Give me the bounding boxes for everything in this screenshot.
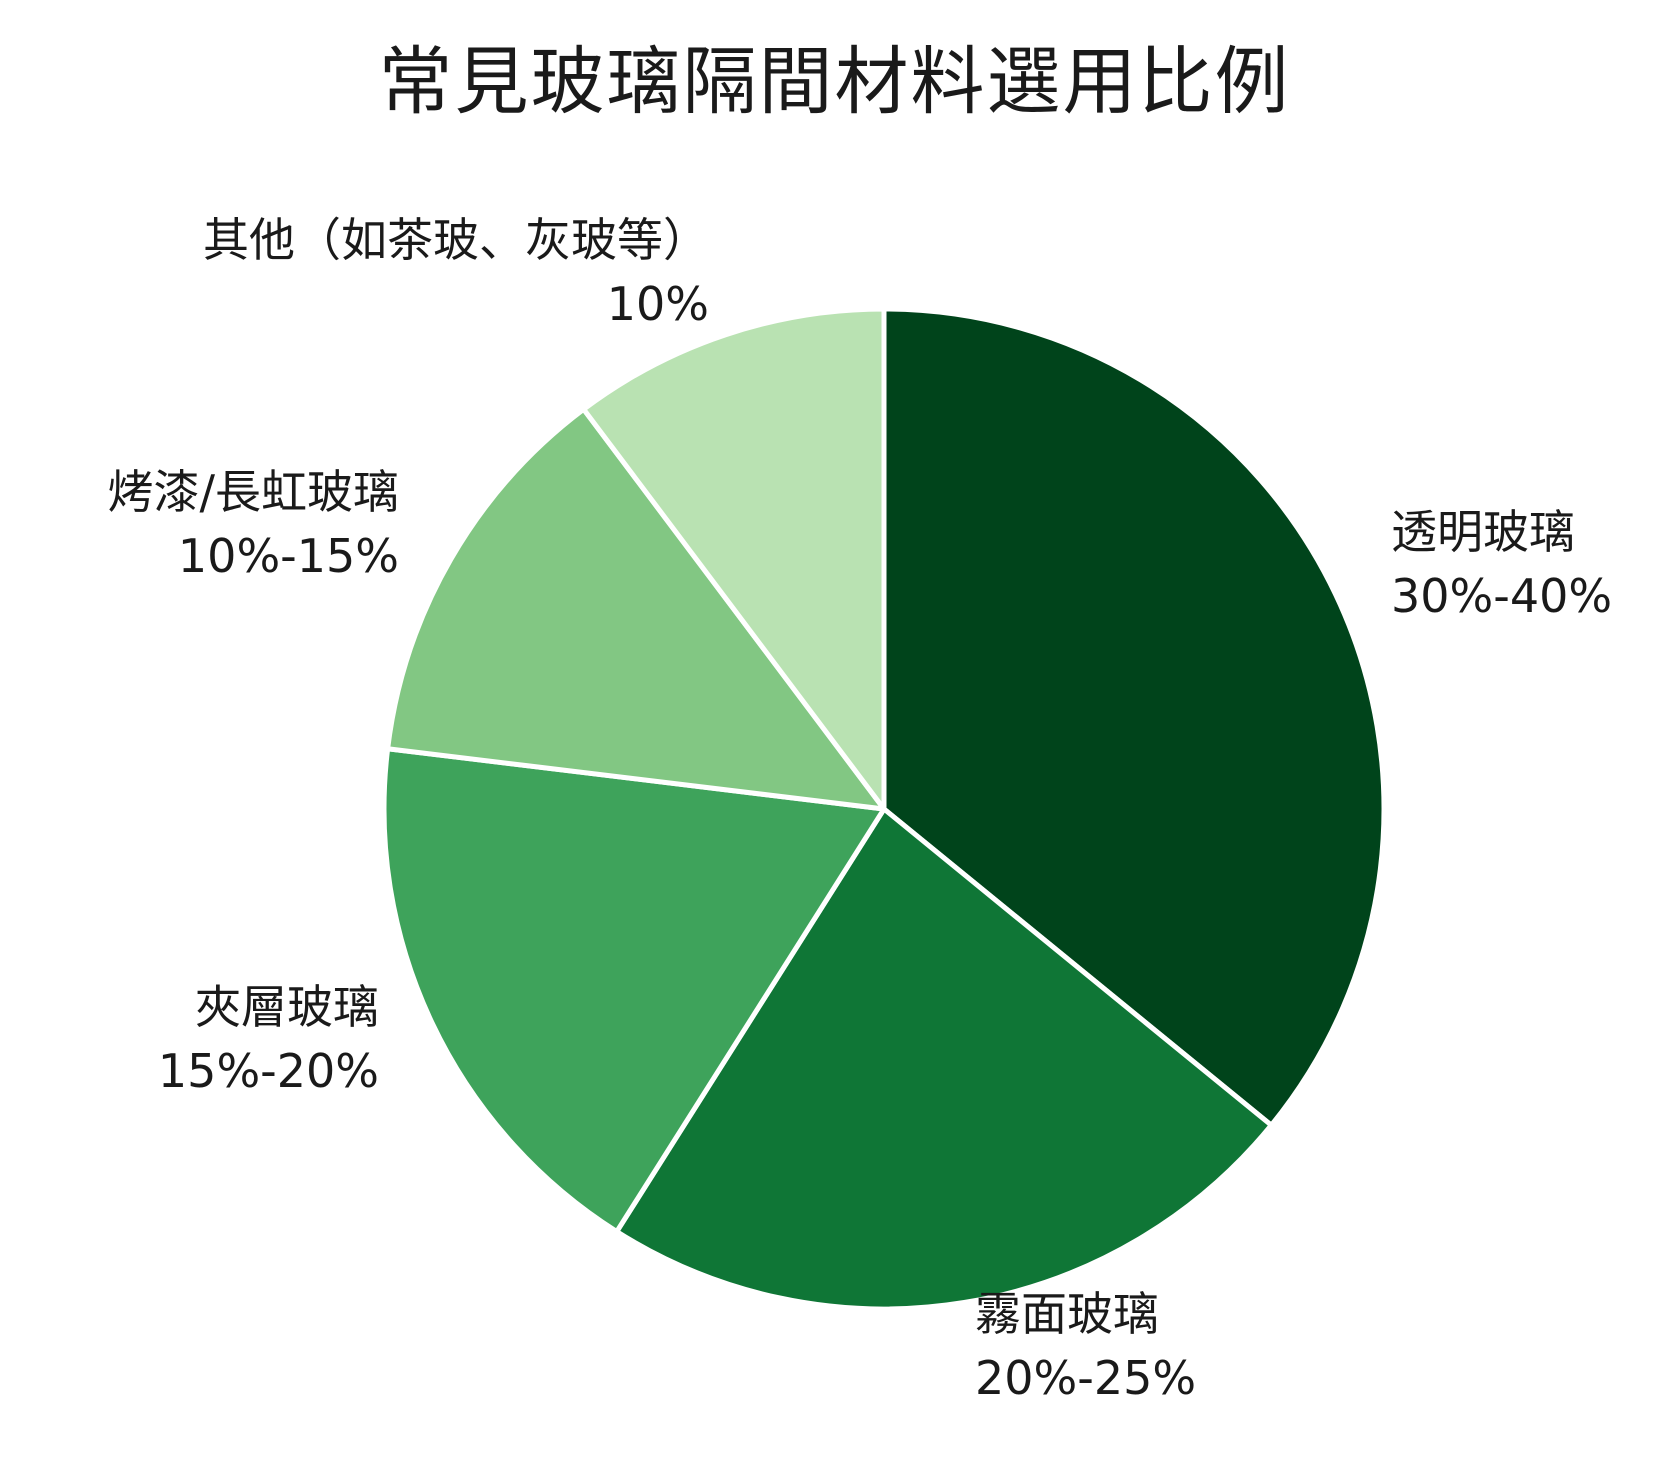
slice-name: 其他（如茶玻、灰玻等）: [203, 213, 709, 267]
slice-percent: 20%-25%: [975, 1351, 1197, 1405]
pie-slice-0: [881, 306, 1387, 1128]
slice-percent: 15%-20%: [157, 1044, 379, 1098]
slice-label-laminated-glass: 夾層玻璃 15%-20%: [158, 975, 379, 1103]
pie-slice-3: [385, 406, 887, 812]
slice-name: 霧面玻璃: [975, 1287, 1159, 1341]
slice-percent: 10%-15%: [177, 529, 399, 583]
slice-label-transparent-glass: 透明玻璃 30%-40%: [1391, 500, 1612, 628]
slice-name: 烤漆/長虹玻璃: [107, 465, 400, 519]
slice-label-frosted-glass: 霧面玻璃 20%-25%: [975, 1282, 1196, 1410]
slice-name: 夾層玻璃: [195, 980, 379, 1034]
pie-slices: [381, 306, 1387, 1312]
pie-slice-4: [581, 306, 887, 812]
pie-slice-1: [614, 806, 1274, 1312]
slice-label-painted-glass: 烤漆/長虹玻璃 10%-15%: [108, 460, 400, 588]
chart-title: 常見玻璃隔間材料選用比例: [378, 39, 1291, 125]
slice-percent: 30%-40%: [1391, 569, 1613, 623]
slice-percent: 10%: [606, 277, 709, 331]
slice-name: 透明玻璃: [1391, 505, 1575, 559]
pie-slice-2: [381, 746, 887, 1235]
slice-label-other-glass: 其他（如茶玻、灰玻等） 10%: [203, 208, 709, 336]
